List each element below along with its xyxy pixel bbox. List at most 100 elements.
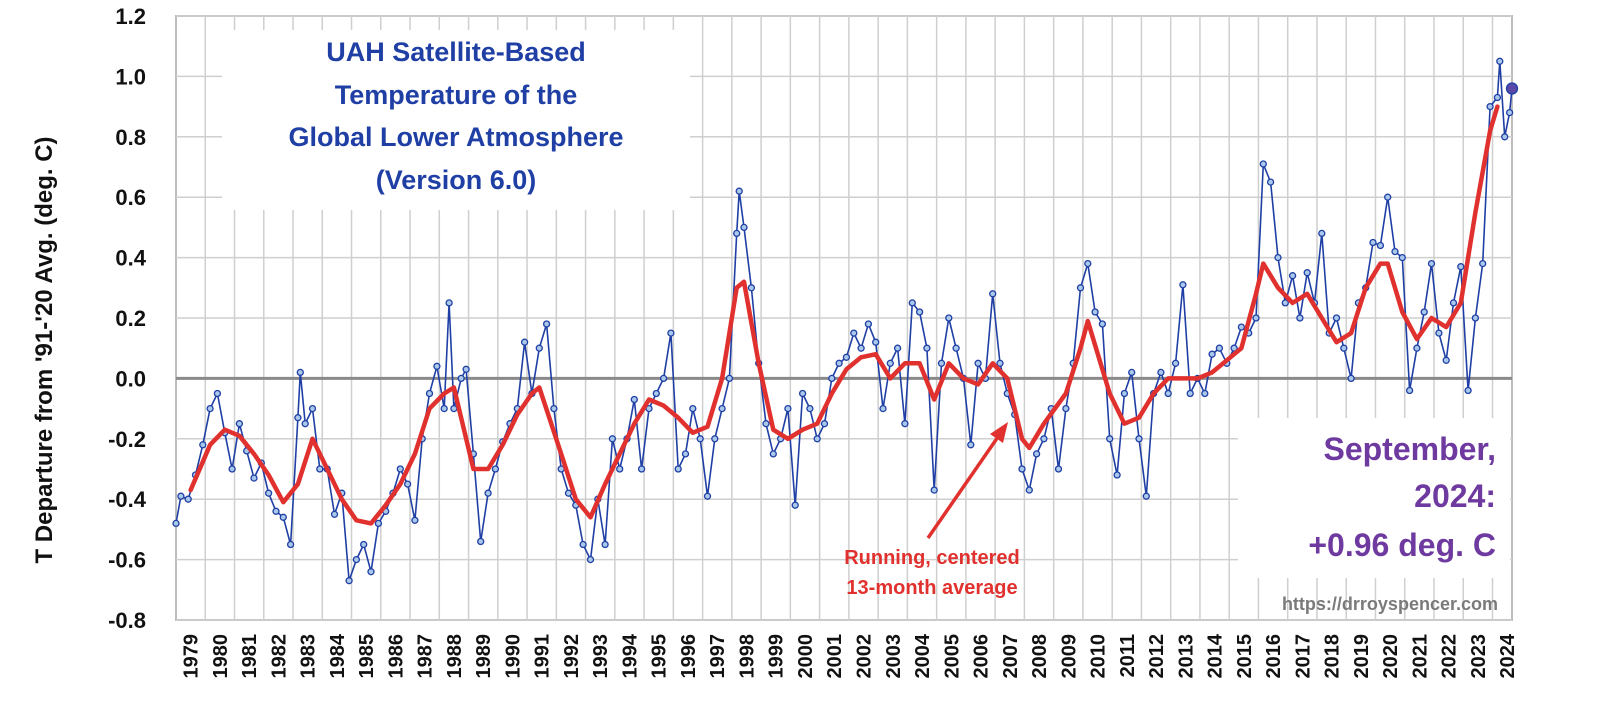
- monthly-data-point: [923, 344, 931, 352]
- monthly-data-point: [440, 404, 448, 413]
- monthly-data-point: [1274, 253, 1282, 262]
- annotation-arrow-head: [990, 422, 1008, 443]
- monthly-data-point: [1113, 471, 1121, 479]
- monthly-data-point: [1091, 308, 1099, 316]
- monthly-data-point: [608, 435, 617, 443]
- monthly-data-point: [330, 510, 339, 518]
- monthly-data-point: [696, 435, 704, 443]
- monthly-data-point: [813, 435, 821, 443]
- running-avg-label: Running, centered: [844, 547, 1020, 569]
- monthly-data-point: [1340, 344, 1348, 352]
- monthly-data-point: [286, 540, 295, 549]
- x-tick-label: 2000: [795, 634, 817, 679]
- x-tick-label: 1995: [649, 634, 671, 679]
- y-tick-label: -0.2: [108, 427, 146, 452]
- latest-data-point: [1505, 82, 1519, 95]
- monthly-data-point: [740, 223, 748, 232]
- monthly-data-point: [725, 374, 734, 383]
- monthly-data-point: [1186, 389, 1194, 398]
- x-tick-labels: 1979 1980 1981 1982 1983 1984 1985 1986 1987 1988…: [181, 633, 1519, 678]
- x-tick-label: 2003: [883, 634, 905, 679]
- monthly-data-point: [184, 495, 192, 503]
- x-tick-label: 2006: [971, 634, 993, 679]
- callout-backdrop: [1238, 418, 1510, 578]
- monthly-data-point: [542, 320, 551, 328]
- title-line: Global Lower Atmosphere: [288, 122, 623, 152]
- monthly-data-point: [345, 577, 353, 585]
- monthly-data-point: [630, 395, 638, 404]
- monthly-data-point: [930, 486, 938, 494]
- x-tick-label: 1988: [444, 634, 466, 679]
- monthly-data-point: [177, 492, 185, 500]
- monthly-data-point: [1486, 102, 1494, 111]
- monthly-data-point: [1040, 435, 1048, 443]
- y-axis-label: T Departure from '91-'20 Avg. (deg. C): [31, 136, 58, 563]
- monthly-data-point: [1391, 247, 1399, 256]
- monthly-data-point: [1230, 344, 1238, 352]
- monthly-data-point: [172, 519, 180, 528]
- y-tick-label: -0.4: [108, 487, 147, 512]
- monthly-data-point: [1413, 344, 1421, 352]
- x-tick-label: 2020: [1380, 634, 1402, 679]
- monthly-data-point: [1464, 386, 1472, 395]
- monthly-data-point: [674, 465, 682, 473]
- source-url: https://drroyspencer.com: [1282, 594, 1498, 614]
- monthly-data-point: [374, 519, 383, 528]
- monthly-data-point: [1398, 253, 1406, 262]
- monthly-data-point: [784, 404, 792, 413]
- running-avg-label: 13-month average: [846, 577, 1017, 599]
- monthly-data-point: [1179, 281, 1187, 289]
- monthly-data-point: [1018, 465, 1026, 473]
- callout-line: +0.96 deg. C: [1308, 527, 1496, 563]
- monthly-data-point: [316, 465, 324, 473]
- monthly-data-point: [652, 389, 660, 398]
- monthly-data-point: [1135, 435, 1143, 443]
- monthly-data-point: [264, 489, 273, 497]
- monthly-data-point: [462, 365, 470, 373]
- monthly-data-point: [601, 540, 609, 549]
- y-tick-label: 0.6: [115, 185, 146, 210]
- monthly-data-point: [806, 404, 814, 413]
- monthly-data-point: [1201, 389, 1209, 398]
- monthly-data-point: [1347, 374, 1355, 383]
- monthly-data-point: [296, 368, 304, 377]
- monthly-data-point: [1157, 368, 1165, 377]
- monthly-data-point: [250, 474, 258, 482]
- monthly-data-point: [228, 465, 236, 473]
- monthly-data-point: [850, 329, 858, 337]
- x-tick-label: 2015: [1234, 634, 1256, 679]
- monthly-data-point: [308, 404, 317, 413]
- monthly-data-point: [952, 344, 960, 352]
- monthly-data-point: [842, 353, 851, 361]
- monthly-data-point: [367, 568, 375, 576]
- monthly-data-point: [1332, 314, 1341, 322]
- monthly-data-point: [872, 338, 880, 346]
- monthly-data-point: [1208, 350, 1216, 358]
- x-tick-label: 1999: [766, 634, 788, 679]
- monthly-data-point: [974, 359, 982, 367]
- x-tick-label: 1992: [561, 634, 583, 679]
- monthly-data-point: [901, 420, 909, 428]
- x-tick-label: 1991: [532, 634, 554, 679]
- x-tick-label: 2023: [1468, 634, 1490, 679]
- x-tick-label: 1983: [298, 634, 320, 679]
- monthly-data-point: [1303, 269, 1311, 277]
- monthly-data-point: [762, 420, 770, 428]
- x-tick-label: 2016: [1263, 634, 1285, 679]
- monthly-data-point: [1259, 160, 1267, 168]
- x-tick-label: 1985: [356, 634, 378, 679]
- chart-title: UAH Satellite-Based Temperature of the G…: [288, 37, 623, 195]
- monthly-data-point: [1384, 193, 1392, 201]
- monthly-data-point: [1171, 359, 1180, 367]
- monthly-data-point: [1076, 284, 1085, 292]
- x-tick-label: 1990: [502, 634, 524, 679]
- x-tick-label: 1981: [239, 634, 261, 679]
- monthly-data-point: [733, 229, 741, 238]
- x-tick-label: 2009: [1058, 634, 1080, 679]
- monthly-data-point: [908, 299, 916, 307]
- title-line: (Version 6.0): [376, 165, 537, 195]
- x-tick-label: 2019: [1351, 634, 1373, 679]
- monthly-data-point: [206, 404, 214, 413]
